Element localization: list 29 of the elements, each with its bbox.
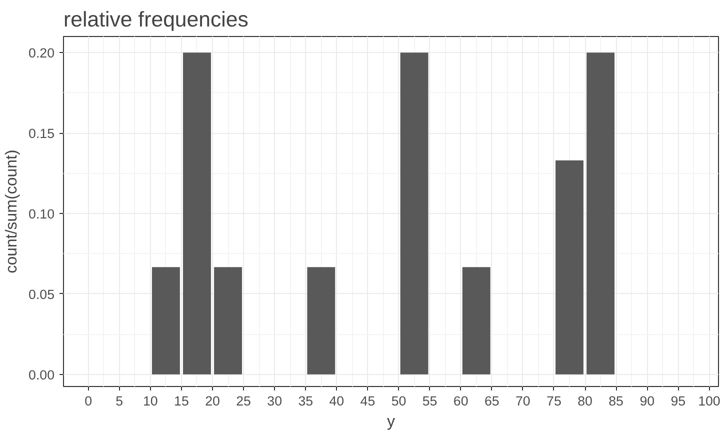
- x-tick-label: 10: [143, 394, 158, 408]
- x-tick-label: 75: [546, 394, 562, 408]
- y-tick-label: 0.10: [28, 206, 55, 222]
- x-tick-label: 35: [298, 394, 314, 408]
- x-tick-label: 25: [236, 394, 251, 408]
- x-tick-label: 70: [516, 394, 530, 408]
- y-axis-title: count/sum(count): [4, 150, 21, 274]
- x-tick-label: 60: [453, 394, 468, 408]
- x-tick-label: 45: [360, 394, 376, 408]
- x-tick-label: 0: [84, 394, 92, 408]
- x-tick-label: 85: [608, 394, 624, 408]
- y-tick-label: 0.20: [28, 46, 55, 61]
- x-tick-label: 40: [329, 394, 344, 408]
- chart-title: relative frequencies: [64, 8, 248, 32]
- x-tick-label: 95: [670, 394, 686, 408]
- x-tick-label: 30: [267, 394, 282, 408]
- y-tick-label: 0.15: [28, 126, 55, 142]
- x-tick-label: 100: [698, 394, 720, 408]
- x-tick-label: 65: [484, 394, 500, 408]
- x-tick-label: 55: [422, 394, 438, 408]
- x-tick-label: 5: [116, 394, 124, 408]
- y-tick-label: 0.05: [28, 286, 55, 302]
- x-tick-label: 20: [205, 394, 220, 408]
- x-tick-label: 15: [174, 394, 189, 408]
- x-axis-title: y: [387, 414, 395, 430]
- x-tick-label: 80: [578, 394, 592, 408]
- y-tick-label: 0.00: [28, 367, 55, 382]
- x-tick-label: 90: [640, 394, 655, 408]
- x-tick-label: 50: [391, 394, 406, 408]
